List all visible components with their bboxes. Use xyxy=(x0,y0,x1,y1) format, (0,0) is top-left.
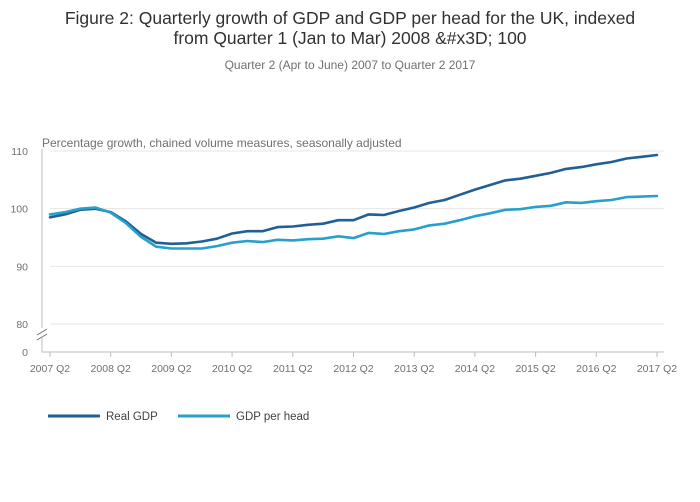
x-tick-label: 2011 Q2 xyxy=(273,363,313,375)
gdp-per-head-line xyxy=(48,194,659,250)
y-axis-label: Percentage growth, chained volume measur… xyxy=(42,136,402,150)
y-tick-label: 100 xyxy=(10,204,28,216)
x-tick-label: 2009 Q2 xyxy=(151,363,191,375)
axis-break-mark xyxy=(36,333,48,341)
real-gdp-line xyxy=(48,153,659,246)
x-tick-label: 2007 Q2 xyxy=(30,363,70,375)
legend: Real GDP GDP per head xyxy=(48,411,309,423)
y-tick-label: 110 xyxy=(11,146,28,158)
x-tick-label: 2010 Q2 xyxy=(212,363,252,375)
chart-title-line-1: Figure 2: Quarterly growth of GDP and GD… xyxy=(64,8,636,28)
x-tick-label: 2016 Q2 xyxy=(576,363,616,375)
y-tick-label: 80 xyxy=(16,319,28,331)
chart-title-line-2: from Quarter 1 (Jan to Mar) 2008 &#x3D; … xyxy=(173,28,527,48)
chart-subtitle: Quarter 2 (Apr to June) 2007 to Quarter … xyxy=(224,58,476,72)
legend-label-real-gdp: Real GDP xyxy=(106,411,158,423)
legend-label-gdp-per-head: GDP per head xyxy=(236,411,309,423)
series-layer xyxy=(48,153,659,250)
x-tick-label: 2017 Q2 xyxy=(637,363,677,375)
x-tick-label: 2008 Q2 xyxy=(91,363,131,375)
chart-title: Figure 2: Quarterly growth of GDP and GD… xyxy=(0,8,700,48)
grid-layer xyxy=(50,150,664,325)
x-tick-label: 2012 Q2 xyxy=(333,363,373,375)
y-tick-label: 90 xyxy=(16,261,28,273)
axis-layer: 0 80 90 100 110 2007 Q2 2008 Q2 2009 Q2 2010 Q2 2… xyxy=(10,146,677,375)
y-tick-label: 0 xyxy=(22,347,28,359)
x-tick-label: 2013 Q2 xyxy=(394,363,434,375)
x-tick-label: 2015 Q2 xyxy=(515,363,555,375)
x-tick-label: 2014 Q2 xyxy=(455,363,495,375)
axis-break-mark xyxy=(36,328,48,336)
